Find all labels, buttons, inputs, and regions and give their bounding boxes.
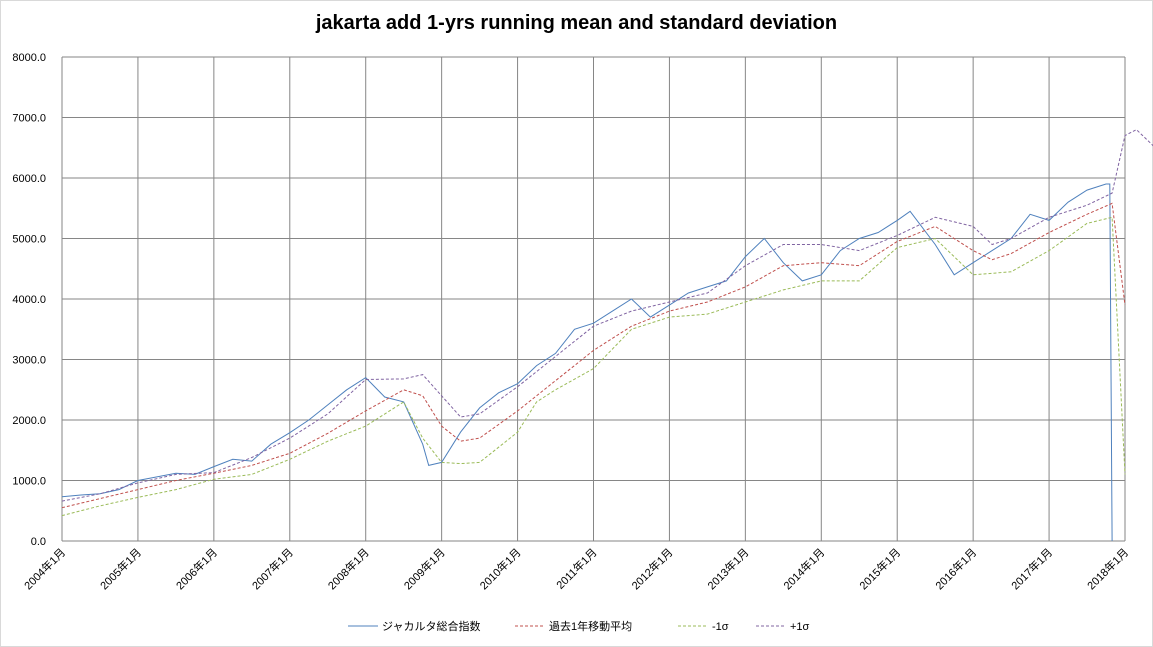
y-axis-ticks: 0.0 1000.0 2000.0 3000.0 4000.0 5000.0 6000.0 7… [12, 52, 46, 548]
x-axis-ticks: 2004年1月 2005年1月 2006年1月 2007年1月 2008年1月 2009年… [21, 545, 1131, 592]
grid [61, 56, 1126, 542]
x-tick-label: 2004年1月 [21, 545, 68, 592]
legend: ジャカルタ総合指数 過去1年移動平均 -1σ +1σ [348, 619, 810, 633]
y-tick-label: 1000.0 [12, 476, 46, 488]
legend-label: 過去1年移動平均 [549, 619, 632, 633]
y-tick-label: 4000.0 [12, 294, 46, 306]
x-tick-label: 2006年1月 [173, 545, 220, 592]
series-line-2 [61, 202, 1126, 509]
y-tick-label: 6000.0 [12, 173, 46, 185]
x-tick-label: 2007年1月 [249, 545, 296, 592]
series-line-4 [61, 128, 1153, 502]
x-tick-label: 2013年1月 [704, 545, 751, 592]
y-tick-label: 8000.0 [12, 52, 46, 64]
x-tick-label: 2014年1月 [780, 545, 827, 592]
x-tick-label: 2017年1月 [1008, 545, 1055, 592]
y-tick-label: 3000.0 [12, 355, 46, 367]
x-tick-label: 2008年1月 [325, 545, 372, 592]
series-line-1 [61, 183, 1113, 542]
x-tick-label: 2005年1月 [97, 545, 144, 592]
series-group [61, 128, 1153, 542]
x-tick-label: 2011年1月 [553, 545, 600, 592]
x-tick-label: 2016年1月 [932, 545, 979, 592]
x-tick-label: 2018年1月 [1084, 545, 1131, 592]
x-tick-label: 2010年1月 [477, 545, 524, 592]
x-tick-label: 2015年1月 [856, 545, 903, 592]
legend-label: ジャカルタ総合指数 [382, 619, 480, 633]
y-tick-label: 0.0 [31, 536, 46, 548]
series-line-3 [61, 216, 1126, 517]
y-tick-label: 2000.0 [12, 415, 46, 427]
axes [61, 57, 1125, 542]
y-tick-label: 5000.0 [12, 234, 46, 246]
x-tick-label: 2012年1月 [628, 545, 675, 592]
y-tick-label: 7000.0 [12, 113, 46, 125]
legend-label: -1σ [712, 621, 729, 633]
chart-title: jakarta add 1-yrs running mean and stand… [315, 12, 838, 34]
legend-label: +1σ [790, 621, 810, 633]
x-tick-label: 2009年1月 [401, 545, 448, 592]
